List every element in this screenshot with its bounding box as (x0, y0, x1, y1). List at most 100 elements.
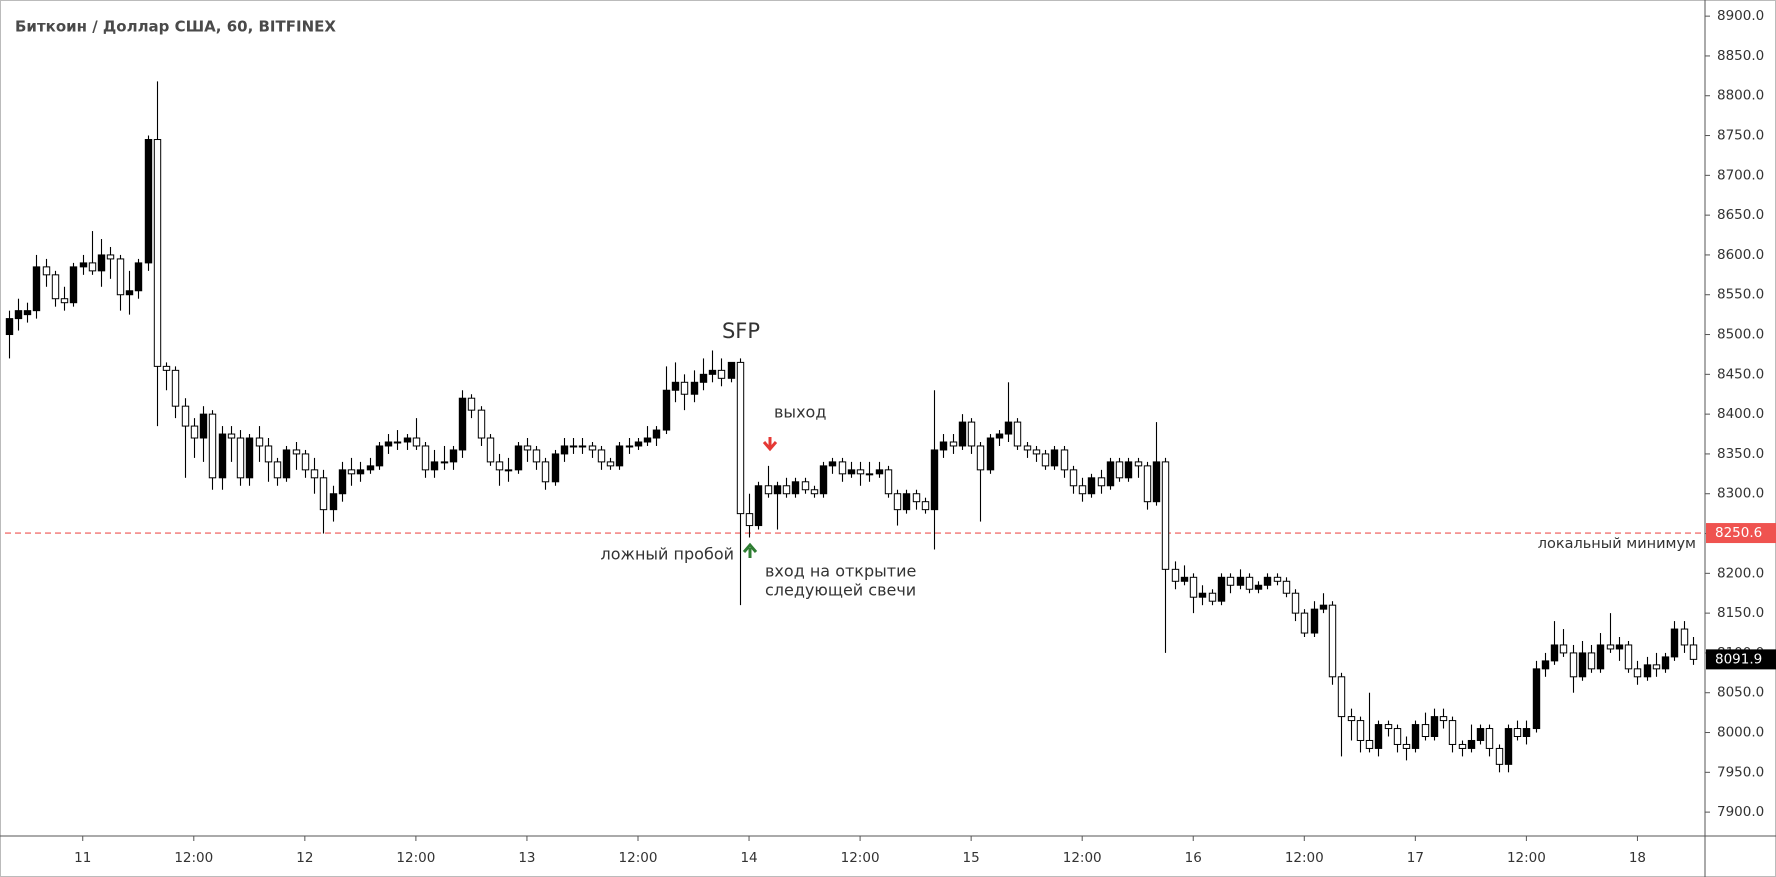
candle-body (134, 262, 143, 292)
x-tick-label: 13 (518, 850, 535, 866)
price-tag (1706, 649, 1776, 670)
candle-body (412, 437, 421, 447)
candle-body (1208, 592, 1217, 602)
candle-body (1152, 461, 1161, 503)
candle-body (514, 445, 523, 471)
candle-body (403, 437, 412, 443)
candle-body (116, 258, 125, 296)
candle-body (1041, 453, 1050, 467)
candle-body (477, 409, 486, 439)
candle-body (1291, 592, 1300, 614)
y-tick-label: 8050.0 (1717, 685, 1764, 701)
candle-body (652, 429, 661, 439)
false-break-label: ложный пробой (601, 545, 734, 564)
candle-body (347, 469, 356, 475)
candle-body (1439, 716, 1448, 722)
chart-title: Биткоин / Доллар США, 60, BITFINEX (15, 18, 336, 36)
candle-body (1198, 592, 1207, 598)
candle-body (1273, 576, 1282, 582)
candle-body (1310, 608, 1319, 634)
candle-body (1495, 747, 1504, 765)
candle-body (865, 473, 874, 476)
y-tick-label: 8450.0 (1717, 366, 1764, 382)
candle-body (1411, 724, 1420, 749)
candle-body (1430, 716, 1439, 738)
y-tick-label: 8750.0 (1717, 128, 1764, 144)
candle-body (1189, 576, 1198, 598)
candle-body (791, 481, 800, 495)
candle-body (662, 389, 671, 431)
candle-body (569, 445, 578, 448)
x-tick-label: 15 (963, 850, 980, 866)
candle-body (338, 469, 347, 495)
candle-body (1402, 743, 1411, 749)
candle-body (754, 485, 763, 527)
candle-body (1236, 576, 1245, 586)
candle-body (949, 441, 958, 447)
candle-body (1124, 461, 1133, 479)
candle-body (523, 445, 532, 451)
candle-body (1541, 660, 1550, 670)
y-tick-label: 8200.0 (1717, 565, 1764, 581)
candle-body (736, 361, 745, 515)
y-tick-label: 8550.0 (1717, 287, 1764, 303)
x-tick-label: 17 (1407, 850, 1424, 866)
candle-body (292, 449, 301, 455)
candle-body (282, 449, 291, 479)
price-tag-label: 8250.6 (1715, 525, 1762, 541)
entry-label: следующей свечи (765, 581, 916, 600)
candle-body (329, 493, 338, 511)
sfp-label: SFP (722, 319, 760, 343)
candle-body (255, 437, 264, 447)
candle-body (1300, 612, 1309, 634)
y-tick-label: 7900.0 (1717, 804, 1764, 820)
candle-body (1458, 743, 1467, 749)
candle-body (208, 413, 217, 479)
candle-body (1161, 461, 1170, 570)
candle-body (449, 449, 458, 463)
candle-body (912, 493, 921, 503)
candle-body (1513, 728, 1522, 738)
x-tick-label: 12:00 (1507, 850, 1546, 866)
candle-body (1032, 449, 1041, 455)
candle-body (1097, 477, 1106, 487)
x-tick-label: 18 (1629, 850, 1646, 866)
candle-body (69, 266, 78, 304)
y-tick-label: 8300.0 (1717, 486, 1764, 502)
candle-body (921, 501, 930, 511)
x-tick-label: 14 (740, 850, 757, 866)
price-tag (1706, 523, 1776, 544)
candle-body (421, 445, 430, 471)
candle-body (467, 397, 476, 411)
candle-body (144, 139, 153, 264)
candle-body (995, 433, 1004, 439)
candle-body (615, 445, 624, 467)
price-tag-label: 8091.9 (1715, 651, 1762, 667)
candle-body (79, 262, 88, 268)
candle-body (301, 453, 310, 471)
candle-body (1661, 656, 1670, 670)
candle-body (1078, 485, 1087, 495)
candle-body (1384, 724, 1393, 730)
candle-body (495, 461, 504, 471)
x-tick-label: 12:00 (841, 850, 880, 866)
candle-body (578, 445, 587, 448)
candle-body (5, 318, 14, 336)
y-tick-label: 8700.0 (1717, 167, 1764, 183)
x-tick-label: 12:00 (1063, 850, 1102, 866)
x-tick-label: 12:00 (396, 850, 435, 866)
candle-body (893, 493, 902, 511)
y-tick-label: 8400.0 (1717, 406, 1764, 422)
candle-body (51, 274, 60, 300)
candle-body (782, 485, 791, 495)
candle-body (597, 449, 606, 463)
candle-body (1421, 724, 1430, 738)
x-tick-label: 12:00 (1285, 850, 1324, 866)
exit-label: выход (774, 403, 826, 422)
candle-body (560, 445, 569, 455)
candle-body (643, 437, 652, 443)
candle-body (1254, 584, 1263, 590)
candle-body (504, 469, 513, 472)
candle-body (828, 461, 837, 467)
